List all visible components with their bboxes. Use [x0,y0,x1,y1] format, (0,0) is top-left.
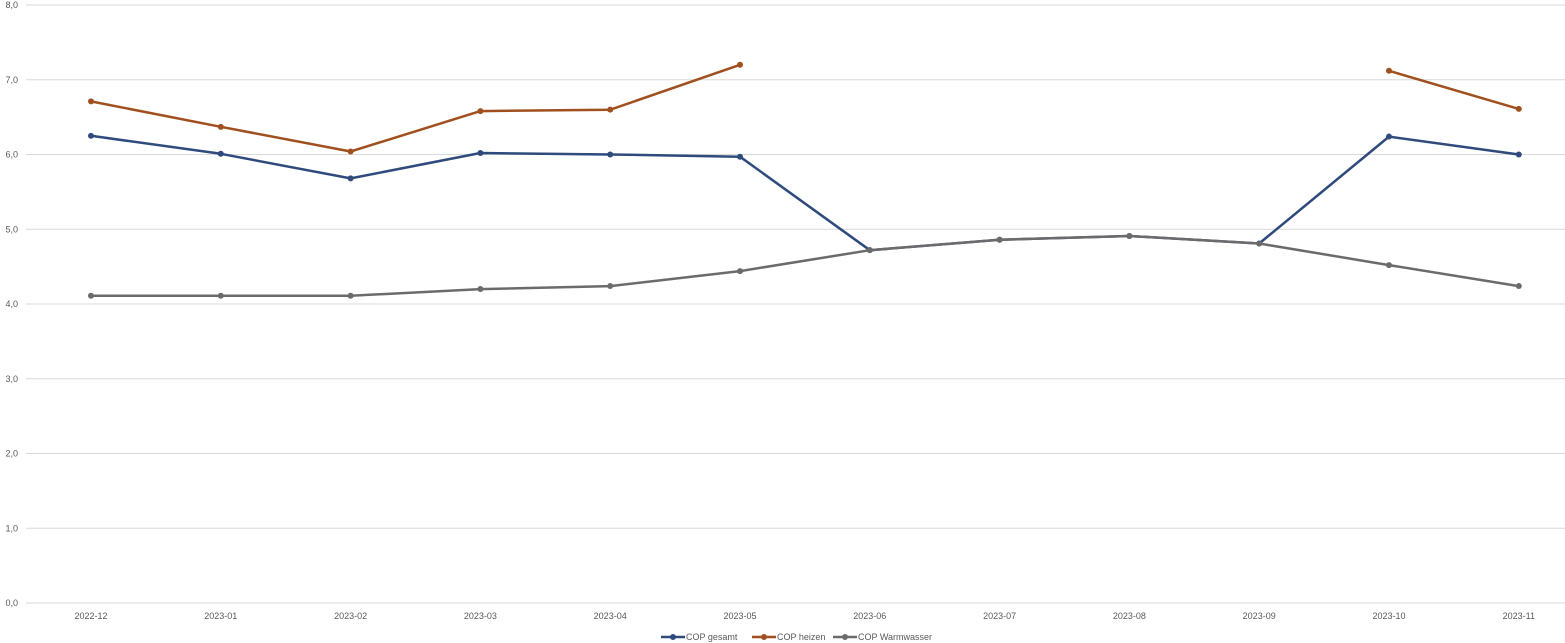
data-point [347,175,354,182]
y-tick-label: 4,0 [5,299,18,309]
series-lines [88,61,1522,299]
x-tick-label: 2023-04 [594,611,627,621]
x-tick-label: 2023-09 [1243,611,1276,621]
data-point [477,150,484,157]
data-point [217,150,224,157]
data-point [1386,133,1392,140]
y-tick-label: 5,0 [5,224,18,234]
data-point [737,61,743,68]
series-line [91,234,1519,298]
x-tick-label: 2023-03 [464,611,497,621]
y-tick-label: 1,0 [5,523,18,533]
x-tick-label: 2023-05 [723,611,756,621]
legend-marker [670,634,676,640]
x-tick-label: 2023-08 [1113,611,1146,621]
legend-item: COP heizen [752,632,825,642]
data-point [866,247,873,254]
y-tick-label: 0,0 [5,598,18,608]
series-2 [88,232,1522,299]
series-0 [88,132,1522,254]
legend-item: COP Warmwasser [833,632,932,642]
legend-item: COP gesamt [661,632,738,642]
data-point [607,283,614,290]
data-point [477,108,484,115]
data-point [347,148,354,155]
data-point [1386,262,1392,269]
legend-label: COP heizen [777,632,825,642]
data-point [347,292,354,299]
data-point [737,268,743,275]
y-tick-label: 3,0 [5,374,18,384]
data-point [1515,105,1522,112]
data-point [607,151,614,158]
data-point [1515,151,1522,158]
data-point [217,123,224,130]
legend-label: COP gesamt [686,632,738,642]
y-tick-label: 7,0 [5,75,18,85]
series-line [1388,69,1520,111]
data-point [737,153,743,160]
x-tick-label: 2023-07 [983,611,1016,621]
x-tick-label: 2022-12 [74,611,107,621]
data-point [88,98,94,105]
legend-label: COP Warmwasser [858,632,932,642]
x-axis-ticks: 2022-12 2023-01 2023-02 2023-03 2023-04 2023-… [74,611,1535,621]
data-point [217,292,224,299]
series-1 [88,61,1522,155]
y-tick-label: 2,0 [5,449,18,459]
x-tick-label: 2023-01 [204,611,237,621]
x-tick-label: 2023-10 [1372,611,1405,621]
data-point [607,106,614,113]
x-tick-label: 2023-11 [1503,611,1535,621]
series-line [90,63,741,153]
x-tick-label: 2023-02 [334,611,367,621]
y-tick-label: 6,0 [5,150,18,160]
data-point [1126,232,1133,239]
data-point [1515,283,1522,290]
y-tick-label: 8,0 [5,0,18,10]
legend: COP gesamt COP heizen COP Warmwasser [661,632,932,642]
series-line [90,134,1519,252]
data-point [996,236,1003,243]
data-point [1386,67,1392,74]
data-point [1256,240,1263,247]
legend-marker [761,634,767,640]
data-point [88,292,94,299]
data-point [88,132,94,139]
grid-lines [26,4,1565,604]
data-point [477,286,484,293]
x-tick-label: 2023-06 [853,611,886,621]
legend-marker [842,634,848,640]
y-axis-ticks: 0,0 1,0 2,0 3,0 4,0 5,0 6,0 7,0 8,0 [5,0,18,608]
